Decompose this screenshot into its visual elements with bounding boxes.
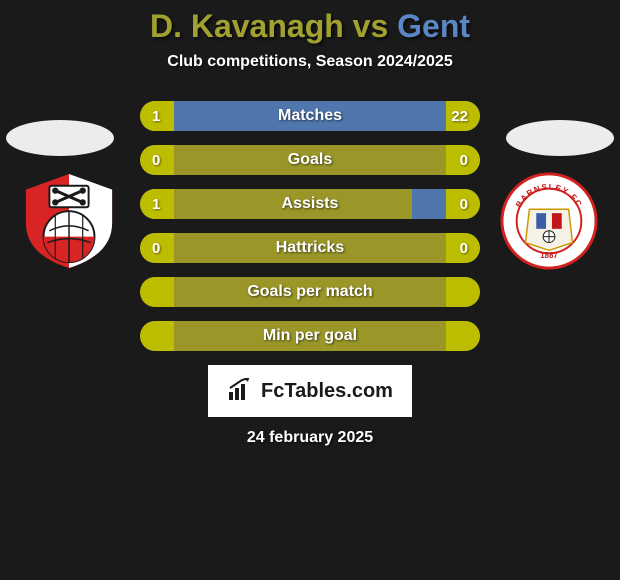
crest-right-icon: BARNSLEY FC 1887 xyxy=(500,172,598,270)
stat-label: Hattricks xyxy=(140,233,480,263)
crest-right: BARNSLEY FC 1887 xyxy=(500,172,598,270)
stat-label: Goals per match xyxy=(140,277,480,307)
comparison-infographic: D. Kavanagh vs Gent Club competitions, S… xyxy=(0,0,620,580)
stat-row: Min per goal xyxy=(140,321,480,351)
stat-value-left: 1 xyxy=(152,189,160,219)
stat-value-left: 0 xyxy=(152,233,160,263)
title-vs: vs xyxy=(344,8,397,44)
stat-label: Goals xyxy=(140,145,480,175)
stat-label: Assists xyxy=(140,189,480,219)
player-right-ellipse xyxy=(506,120,614,156)
brand-icon xyxy=(227,378,253,404)
stat-row: Matches1 22 xyxy=(140,101,480,131)
crest-left xyxy=(20,172,118,270)
crest-right-year: 1887 xyxy=(540,251,558,260)
stat-value-right: 0 xyxy=(460,145,468,175)
stat-row: Hattricks0 0 xyxy=(140,233,480,263)
page-title: D. Kavanagh vs Gent xyxy=(150,8,470,45)
stat-row: Goals0 0 xyxy=(140,145,480,175)
stat-value-left: 0 xyxy=(152,145,160,175)
title-left-name: D. Kavanagh xyxy=(150,8,344,44)
player-left-ellipse xyxy=(6,120,114,156)
stat-value-right: 0 xyxy=(460,189,468,219)
infographic-date: 24 february 2025 xyxy=(247,429,373,447)
page-subtitle: Club competitions, Season 2024/2025 xyxy=(167,53,452,71)
crest-left-icon xyxy=(20,172,118,270)
title-right-name: Gent xyxy=(397,8,470,44)
stat-label: Matches xyxy=(140,101,480,131)
stat-label: Min per goal xyxy=(140,321,480,351)
stat-row: Goals per match xyxy=(140,277,480,307)
stat-value-right: 22 xyxy=(451,101,468,131)
brand-badge[interactable]: FcTables.com xyxy=(208,365,412,417)
brand-text: FcTables.com xyxy=(261,380,393,403)
stat-value-left: 1 xyxy=(152,101,160,131)
stat-row: Assists1 0 xyxy=(140,189,480,219)
stats-column: Matches122Goals00Assists10Hattricks00Goa… xyxy=(140,101,480,351)
stat-value-right: 0 xyxy=(460,233,468,263)
